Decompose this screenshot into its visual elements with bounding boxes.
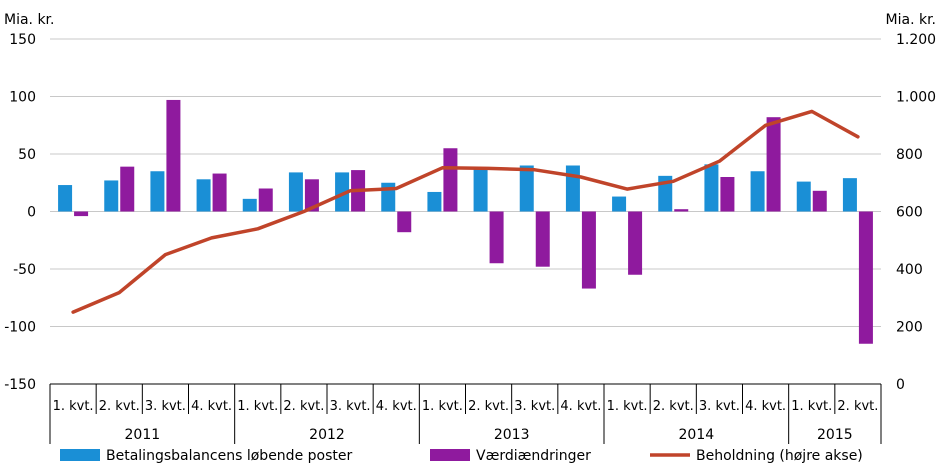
bar <box>519 165 534 212</box>
bar <box>766 117 781 212</box>
line-beholdning <box>71 109 860 314</box>
bar <box>473 167 488 212</box>
right-tick-label: 400 <box>896 262 923 278</box>
bar <box>720 177 735 212</box>
bar <box>397 211 412 233</box>
category-label: 1. kvt. <box>53 399 94 414</box>
category-label: 4. kvt. <box>191 399 232 414</box>
category-label: 3. kvt. <box>514 399 555 414</box>
bar <box>120 166 135 212</box>
left-tick-label: -100 <box>4 320 36 336</box>
bar <box>74 211 89 217</box>
right-tick-label: 600 <box>896 205 923 221</box>
bar <box>150 171 165 212</box>
category-label: 1. kvt. <box>791 399 832 414</box>
category-label: 1. kvt. <box>237 399 278 414</box>
bar <box>565 165 580 212</box>
right-tick-label: 200 <box>896 320 923 336</box>
bar <box>58 185 73 212</box>
bar <box>796 181 811 212</box>
line-series <box>71 109 860 314</box>
category-label: 2. kvt. <box>99 399 140 414</box>
category-label: 3. kvt. <box>330 399 371 414</box>
bar <box>258 188 273 212</box>
category-label: 2. kvt. <box>283 399 324 414</box>
year-label: 2014 <box>679 427 715 443</box>
bar <box>242 198 257 212</box>
category-label: 2. kvt. <box>837 399 878 414</box>
left-tick-label: -50 <box>13 262 36 278</box>
bar <box>842 178 857 212</box>
gridlines <box>50 38 881 327</box>
bar <box>489 211 504 264</box>
left-tick-label: 0 <box>27 205 36 221</box>
category-label: 4. kvt. <box>745 399 786 414</box>
category-label: 4. kvt. <box>376 399 417 414</box>
year-label: 2012 <box>309 427 345 443</box>
legend-label: Betalingsbalancens løbende poster <box>106 448 352 464</box>
bar <box>535 211 550 267</box>
bar <box>427 191 442 212</box>
category-label: 2. kvt. <box>468 399 509 414</box>
year-label: 2015 <box>817 427 853 443</box>
bar <box>443 148 458 212</box>
right-unit-label: Mia. kr. <box>886 12 936 28</box>
bars <box>58 99 873 344</box>
bar <box>212 173 227 212</box>
legend-label: Beholdning (højre akse) <box>696 448 863 464</box>
bar <box>704 164 719 212</box>
right-tick-label: 1.000 <box>896 90 936 106</box>
left-unit-label: Mia. kr. <box>4 12 54 28</box>
legend-label: Værdiændringer <box>476 448 591 464</box>
left-tick-label: 150 <box>9 32 36 48</box>
category-label: 1. kvt. <box>422 399 463 414</box>
bar <box>628 211 643 275</box>
right-tick-label: 1.200 <box>896 32 936 48</box>
bar <box>858 211 873 344</box>
bar <box>674 209 689 212</box>
legend-swatch <box>60 449 100 461</box>
category-label: 4. kvt. <box>560 399 601 414</box>
category-label: 3. kvt. <box>145 399 186 414</box>
year-label: 2011 <box>125 427 161 443</box>
bar <box>288 172 303 212</box>
right-tick-label: 0 <box>896 377 905 393</box>
left-tick-label: 50 <box>18 147 36 163</box>
bar <box>335 172 350 212</box>
category-label: 3. kvt. <box>699 399 740 414</box>
bar <box>581 211 596 289</box>
legend-swatch <box>430 449 470 461</box>
bar <box>196 179 211 212</box>
bar <box>612 196 627 212</box>
bar <box>304 179 319 212</box>
bar <box>104 180 119 212</box>
legend: Betalingsbalancens løbende poster Værdiæn… <box>60 448 863 464</box>
right-tick-label: 800 <box>896 147 923 163</box>
axes: 150 100 50 0 -50 -100 -150 1.200 1.000 800 600 400 2… <box>4 32 936 444</box>
left-tick-label: 100 <box>9 90 36 106</box>
bar <box>750 171 765 212</box>
bar <box>166 99 181 212</box>
category-label: 1. kvt. <box>607 399 648 414</box>
left-tick-label: -150 <box>4 377 36 393</box>
bar <box>812 190 827 212</box>
category-label: 2. kvt. <box>653 399 694 414</box>
year-label: 2013 <box>494 427 530 443</box>
